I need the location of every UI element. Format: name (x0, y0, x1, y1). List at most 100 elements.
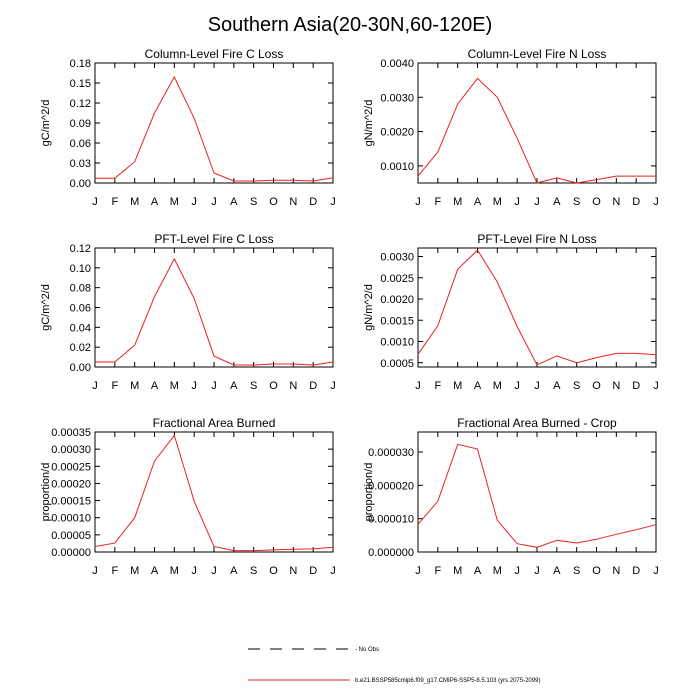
x-tick-label: J (92, 196, 98, 208)
x-tick-label: D (632, 196, 640, 208)
x-tick-label: F (434, 380, 441, 392)
x-tick-label: D (632, 565, 640, 577)
y-tick-label: 0.00010 (51, 513, 91, 525)
series-line (95, 257, 334, 366)
y-tick-label: 0.18 (70, 58, 91, 70)
x-tick-label: A (151, 565, 159, 577)
x-tick-label: A (474, 196, 482, 208)
y-tick-label: 0.03 (70, 158, 91, 170)
x-tick-label: N (289, 565, 297, 577)
x-tick-label: J (330, 380, 336, 392)
y-tick-label: 0.04 (70, 322, 91, 334)
x-tick-label: J (92, 565, 98, 577)
x-tick-label: J (534, 196, 540, 208)
x-tick-label: D (309, 380, 317, 392)
x-tick-label: S (573, 565, 580, 577)
y-tick-label: 0.12 (70, 243, 91, 255)
y-tick-label: 0.09 (70, 118, 91, 130)
y-axis-label: proportion/d (40, 463, 52, 522)
x-tick-label: S (573, 196, 580, 208)
y-tick-label: 0.08 (70, 283, 91, 295)
plot-frame (94, 431, 334, 553)
x-tick-label: J (653, 196, 659, 208)
y-tick-label: 0.000030 (368, 447, 414, 459)
x-tick-label: M (453, 380, 462, 392)
x-tick-label: M (493, 565, 502, 577)
panel-title: Fractional Area Burned (153, 416, 276, 430)
x-tick-label: F (434, 196, 441, 208)
y-tick-label: 0.0030 (380, 252, 414, 264)
figure-title: Southern Asia(20-30N,60-120E) (207, 14, 493, 36)
x-tick-label: J (211, 196, 217, 208)
plot-frame (417, 62, 657, 184)
x-tick-label: M (170, 380, 179, 392)
y-tick-label: 0.06 (70, 303, 91, 315)
x-tick-label: M (130, 380, 139, 392)
x-tick-label: F (111, 565, 118, 577)
series-line (417, 249, 657, 366)
y-tick-label: 0.00020 (51, 478, 91, 490)
x-tick-label: D (309, 196, 317, 208)
x-tick-label: J (415, 380, 421, 392)
legend-model-label: b.e21.BSSP585cmip6.f09_g17.CMIP6-SSP5-8.… (355, 678, 540, 684)
x-tick-label: N (612, 196, 620, 208)
x-tick-label: S (573, 380, 580, 392)
x-tick-label: J (330, 196, 336, 208)
x-tick-label: J (514, 565, 520, 577)
x-tick-label: F (111, 196, 118, 208)
x-tick-label: O (592, 196, 601, 208)
x-tick-label: M (130, 196, 139, 208)
x-tick-label: N (289, 380, 297, 392)
x-tick-label: N (612, 380, 620, 392)
y-tick-label: 0.00 (70, 178, 91, 190)
y-tick-label: 0.00015 (51, 496, 91, 508)
y-tick-label: 0.0020 (380, 294, 414, 306)
plot-frame (417, 247, 657, 368)
panel-title: Column-Level Fire C Loss (145, 47, 284, 61)
x-tick-label: D (309, 565, 317, 577)
x-tick-label: J (534, 565, 540, 577)
series-line (417, 443, 657, 548)
x-tick-label: A (474, 565, 482, 577)
x-tick-label: O (269, 380, 278, 392)
y-tick-label: 0.10 (70, 263, 91, 275)
y-tick-label: 0.15 (70, 78, 91, 90)
x-tick-label: O (592, 565, 601, 577)
x-tick-label: A (474, 380, 482, 392)
panel-title: Column-Level Fire N Loss (468, 47, 607, 61)
x-tick-label: M (453, 565, 462, 577)
y-tick-label: 0.0025 (380, 273, 414, 285)
x-tick-label: A (151, 196, 159, 208)
x-tick-label: M (170, 565, 179, 577)
x-tick-label: J (191, 565, 197, 577)
x-tick-label: F (434, 565, 441, 577)
x-tick-label: N (612, 565, 620, 577)
x-tick-label: O (269, 196, 278, 208)
y-tick-label: 0.00000 (51, 547, 91, 559)
x-tick-label: J (653, 380, 659, 392)
series-line (417, 77, 656, 184)
y-tick-label: 0.00 (70, 362, 91, 374)
x-tick-label: N (289, 196, 297, 208)
x-tick-label: J (653, 565, 659, 577)
x-tick-label: M (453, 196, 462, 208)
x-tick-label: J (211, 565, 217, 577)
y-tick-label: 0.0010 (380, 337, 414, 349)
x-tick-label: S (250, 380, 257, 392)
y-tick-label: 0.0015 (380, 315, 414, 327)
y-tick-label: 0.000020 (368, 480, 414, 492)
y-axis-label: gC/m^2/d (40, 100, 52, 147)
series-line (95, 75, 334, 182)
x-tick-label: J (514, 380, 520, 392)
x-tick-label: S (250, 565, 257, 577)
x-tick-label: M (170, 196, 179, 208)
y-tick-label: 0.00005 (51, 530, 91, 542)
x-tick-label: D (632, 380, 640, 392)
y-tick-label: 0.0010 (380, 161, 414, 173)
x-tick-label: A (230, 196, 238, 208)
